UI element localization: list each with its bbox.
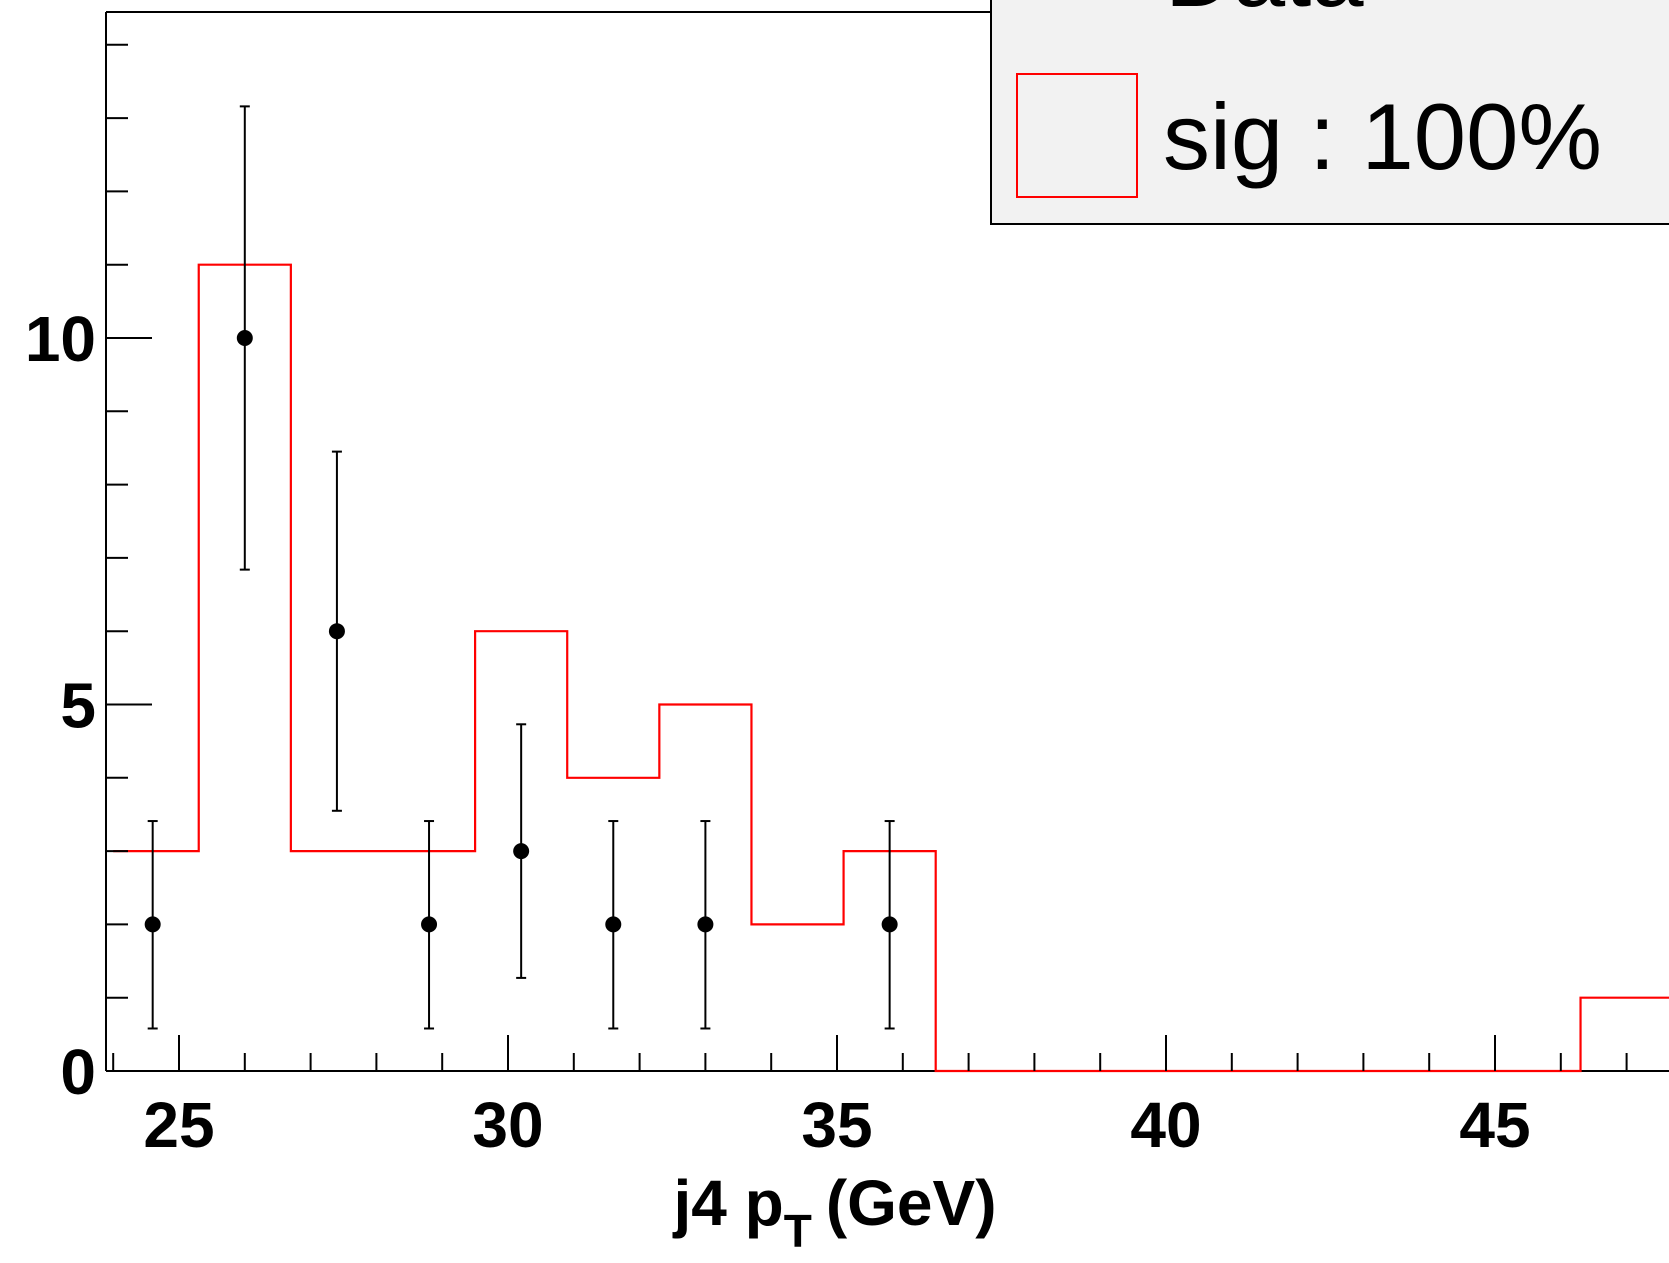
data-point: [513, 843, 530, 860]
x-tick-label: 40: [1130, 1089, 1201, 1161]
x-tick-label: 45: [1459, 1089, 1530, 1161]
x-axis-title-unit: (GeV): [826, 1167, 997, 1239]
x-axis-title: j4 pT (GeV): [672, 1167, 996, 1257]
y-tick-label: 0: [60, 1036, 96, 1108]
signal-histogram: [113, 263, 1669, 1073]
data-point: [605, 916, 622, 933]
data-point: [144, 916, 161, 933]
histogram-step-line: [113, 263, 1669, 1073]
data-point: [328, 623, 345, 640]
data-point: [697, 916, 714, 933]
data-point: [421, 916, 438, 933]
x-axis-title-subscript: T: [784, 1205, 812, 1257]
data-points: [144, 105, 898, 1030]
x-tick-label: 30: [472, 1089, 543, 1161]
legend-entry-data: Data: [1165, 0, 1364, 26]
legend-swatch-signal: [1016, 73, 1138, 198]
data-point: [236, 330, 253, 346]
x-tick-label: 25: [143, 1089, 214, 1161]
y-tick-label: 10: [25, 303, 96, 375]
x-axis-title-main: j4 p: [672, 1167, 783, 1239]
axes: 25 30 35 40 45 0 5 10: [25, 43, 1628, 1161]
legend-entry-signal: sig : 100%: [1163, 84, 1602, 189]
legend: Data sig : 100%: [990, 0, 1669, 225]
data-point: [881, 916, 898, 933]
x-tick-label: 35: [801, 1089, 872, 1161]
y-tick-label: 5: [60, 670, 96, 742]
